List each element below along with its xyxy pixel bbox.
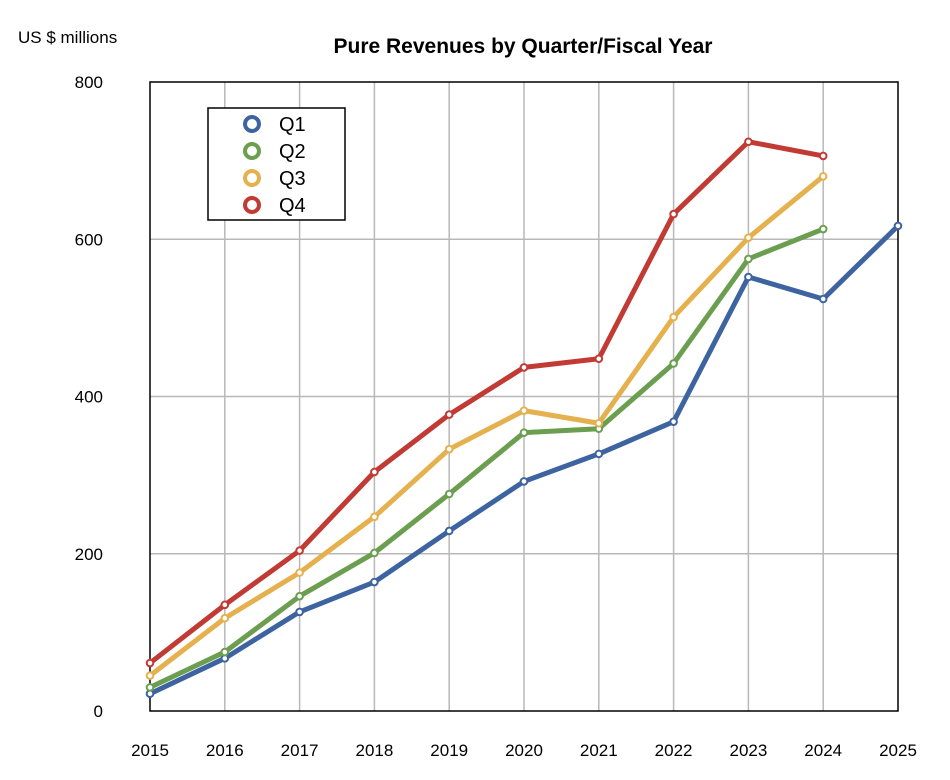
data-point-q4: [370, 467, 379, 477]
data-point-q1: [295, 607, 304, 617]
data-point-q3: [519, 406, 529, 415]
series-line-q2: [147, 226, 826, 690]
x-axis-ticks: 2015 2016 2017 2018 2019 2020 2021 2022 2023 2024…: [131, 741, 917, 760]
x-tick-label: 2020: [505, 741, 543, 760]
legend: Q1 Q2 Q3 Q4: [207, 107, 346, 221]
data-point-q1: [818, 294, 828, 304]
data-point-q2: [145, 683, 155, 692]
data-point-q2: [370, 548, 379, 558]
data-point-q1: [669, 417, 678, 426]
series-lines: [145, 137, 903, 699]
data-point-q1: [444, 526, 454, 536]
legend-marker-q4: [243, 196, 261, 214]
x-tick-label: 2022: [655, 741, 693, 760]
data-point-q4: [594, 354, 604, 364]
series-line-q3: [147, 173, 826, 679]
data-point-q2: [744, 254, 753, 264]
data-point-q1: [744, 272, 753, 282]
data-point-q4: [295, 546, 304, 555]
data-point-q4: [669, 209, 678, 219]
legend-marker-q3: [243, 169, 261, 187]
data-point-q4: [519, 363, 529, 372]
legend-label-q1: Q1: [279, 114, 306, 136]
data-point-q3: [594, 418, 604, 428]
data-point-q3: [220, 613, 230, 623]
x-tick-label: 2021: [580, 741, 618, 760]
y-tick-label: 800: [75, 73, 103, 92]
y-tick-label: 200: [75, 545, 103, 564]
legend-label-q3: Q3: [279, 168, 306, 190]
data-point-q3: [744, 233, 753, 242]
data-point-q2: [295, 591, 304, 601]
y-unit-label: US $ millions: [18, 28, 117, 47]
data-point-q4: [220, 600, 230, 610]
x-tick-label: 2019: [430, 741, 468, 760]
data-point-q2: [669, 359, 678, 368]
data-point-q2: [519, 428, 529, 437]
y-axis-ticks: 0 200 400 600 800: [75, 73, 103, 721]
x-tick-label: 2024: [804, 741, 842, 760]
legend-marker-q2: [243, 142, 261, 160]
y-tick-label: 600: [75, 230, 103, 249]
chart-title: Pure Revenues by Quarter/Fiscal Year: [334, 35, 713, 58]
data-point-q4: [744, 137, 753, 147]
data-point-q4: [145, 658, 155, 668]
data-point-q1: [370, 577, 379, 587]
legend-label-q2: Q2: [279, 141, 306, 163]
data-point-q3: [370, 512, 379, 522]
data-point-q4: [818, 151, 828, 161]
data-point-q1: [594, 449, 604, 459]
data-point-q2: [818, 224, 828, 234]
data-point-q3: [818, 172, 828, 181]
x-tick-label: 2015: [131, 741, 169, 760]
data-point-q3: [669, 312, 678, 322]
plot-frame: [149, 81, 899, 712]
data-point-q2: [220, 647, 230, 657]
series-line-q4: [147, 139, 826, 666]
x-tick-label: 2023: [729, 741, 767, 760]
legend-marker-q1: [243, 115, 261, 133]
data-point-q2: [444, 489, 454, 499]
x-tick-label: 2018: [355, 741, 393, 760]
data-point-q4: [444, 410, 454, 419]
y-tick-label: 400: [75, 388, 103, 407]
x-tick-label: 2017: [281, 741, 319, 760]
legend-label-q4: Q4: [279, 195, 306, 217]
data-point-q1: [519, 477, 529, 486]
data-point-q3: [444, 444, 454, 454]
data-point-q3: [295, 568, 304, 577]
y-tick-label: 0: [94, 702, 103, 721]
x-tick-label: 2025: [879, 741, 917, 760]
legend-box: [207, 107, 346, 221]
data-point-q3: [145, 671, 155, 680]
data-point-q1: [893, 221, 903, 231]
x-tick-label: 2016: [206, 741, 244, 760]
